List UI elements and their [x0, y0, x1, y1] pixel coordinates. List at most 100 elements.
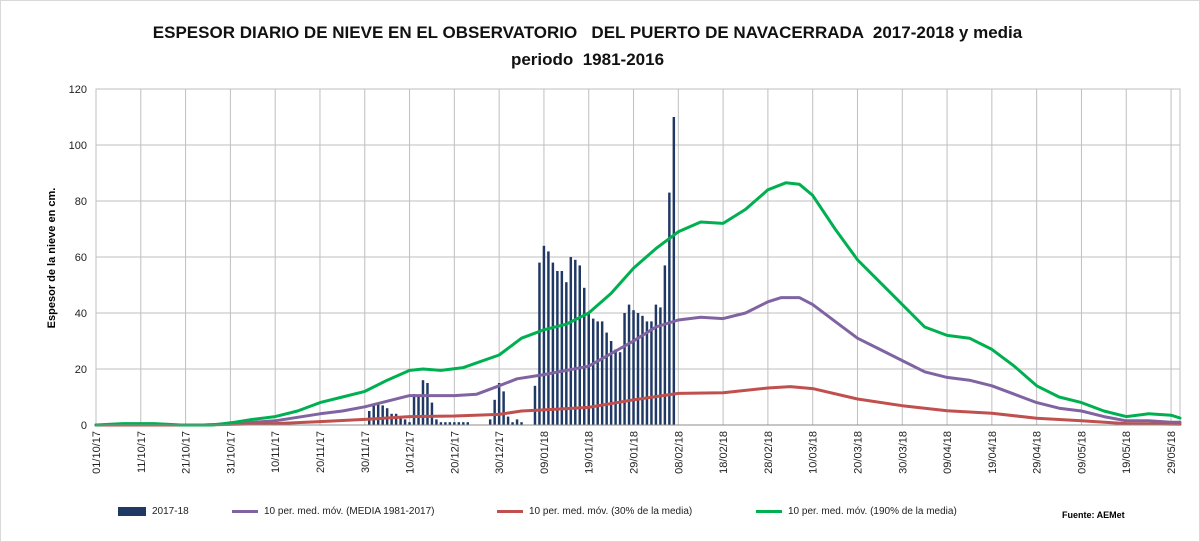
bar-2017-18 [520, 422, 523, 425]
bar-2017-18 [394, 413, 398, 425]
bar-2017-18 [466, 422, 470, 425]
bar-2017-18 [493, 399, 496, 425]
bar-2017-18 [591, 318, 595, 425]
bar-2017-18 [547, 251, 550, 425]
x-tick-label: 19/05/18 [1121, 431, 1133, 474]
x-tick-label: 29/04/18 [1032, 431, 1044, 474]
bar-2017-18 [569, 257, 573, 425]
bar-2017-18 [488, 419, 492, 425]
x-tick-label: 30/11/17 [360, 431, 372, 473]
x-tick-label: 01/10/17 [91, 431, 103, 474]
source-note: Fuente: AEMet [1062, 510, 1125, 520]
bar-2017-18 [435, 419, 438, 425]
line-media-1981-2017 [94, 296, 1182, 427]
bar-2017-18 [627, 304, 631, 425]
x-tick-label: 20/03/18 [852, 431, 864, 474]
bar-2017-18 [376, 402, 380, 425]
bar-2017-18 [636, 313, 640, 425]
bar-2017-18 [506, 416, 510, 425]
x-tick-label: 31/10/17 [225, 431, 237, 474]
y-tick-label: 80 [75, 196, 87, 208]
legend-item-30pct: 10 per. med. móv. (30% de la media) [497, 506, 692, 517]
bar-2017-18 [668, 192, 671, 425]
bar-2017-18 [623, 313, 626, 425]
bar-2017-18 [650, 321, 653, 425]
bar-2017-18 [556, 271, 559, 425]
bar-2017-18 [565, 282, 568, 425]
bar-2017-18 [654, 304, 658, 425]
line-30pct-media [94, 385, 1182, 427]
bar-2017-18 [578, 265, 582, 425]
legend-label-bars: 2017-18 [152, 506, 189, 517]
legend-swatch-30pct [497, 510, 523, 513]
bar-2017-18 [542, 245, 546, 425]
x-tick-label: 29/01/18 [629, 431, 641, 474]
x-tick-label: 09/01/18 [539, 431, 551, 474]
y-tick-label: 40 [75, 308, 87, 320]
x-tick-label: 29/05/18 [1166, 431, 1178, 474]
legend-swatch-190pct [756, 510, 782, 513]
bar-2017-18 [412, 394, 416, 425]
y-tick-label: 0 [81, 420, 87, 432]
x-tick-label: 08/02/18 [673, 431, 685, 474]
bar-2017-18 [596, 321, 599, 425]
legend-label-media: 10 per. med. móv. (MEDIA 1981-2017) [264, 506, 435, 517]
bar-2017-18 [659, 307, 662, 425]
bar-2017-18 [444, 422, 447, 425]
bar-2017-18 [663, 265, 667, 425]
bar-2017-18 [502, 391, 505, 425]
legend-item-media: 10 per. med. móv. (MEDIA 1981-2017) [232, 506, 434, 517]
bar-2017-18 [538, 262, 541, 425]
bar-2017-18 [574, 259, 577, 425]
x-tick-label: 20/11/17 [315, 431, 327, 473]
x-tick-label: 30/12/17 [494, 431, 506, 474]
bar-2017-18 [641, 315, 644, 425]
legend-item-190pct: 10 per. med. móv. (190% de la media) [756, 506, 957, 517]
bar-2017-18 [614, 349, 617, 425]
legend-swatch-bars [118, 507, 146, 516]
bar-2017-18 [403, 419, 407, 425]
bar-2017-18 [645, 321, 649, 425]
bar-2017-18 [605, 332, 608, 425]
bar-2017-18 [453, 422, 456, 425]
bar-2017-18 [439, 422, 443, 425]
bar-2017-18 [533, 385, 537, 425]
x-tick-label: 09/05/18 [1076, 431, 1088, 474]
bar-2017-18 [426, 383, 429, 425]
bar-2017-18 [457, 422, 461, 425]
y-tick-label: 60 [75, 252, 87, 264]
x-tick-label: 11/10/17 [136, 431, 148, 473]
bar-2017-18 [497, 383, 501, 425]
bar-2017-18 [448, 422, 452, 425]
bar-2017-18 [421, 380, 425, 425]
x-tick-label: 09/04/18 [942, 431, 954, 474]
bar-2017-18 [632, 310, 635, 425]
bar-2017-18 [408, 422, 411, 425]
x-tick-label: 10/12/17 [405, 431, 417, 474]
bar-2017-18 [381, 405, 384, 425]
chart-subtitle: periodo 1981-2016 [510, 50, 665, 69]
bar-2017-18 [600, 321, 604, 425]
x-tick-label: 19/04/18 [987, 431, 999, 474]
x-tick-label: 10/11/17 [270, 431, 282, 473]
x-tick-label: 10/03/18 [808, 431, 820, 474]
bar-2017-18 [672, 117, 676, 425]
bar-2017-18 [560, 271, 564, 425]
bar-2017-18 [515, 419, 519, 425]
bar-2017-18 [551, 262, 555, 425]
bar-2017-18 [417, 397, 420, 425]
bar-2017-18 [399, 416, 402, 425]
bar-2017-18 [618, 352, 622, 425]
bar-2017-18 [372, 405, 375, 425]
legend-label-190pct: 10 per. med. móv. (190% de la media) [788, 506, 957, 517]
bar-2017-18 [462, 422, 465, 425]
legend-item-bars: 2017-18 [118, 506, 189, 517]
legend-swatch-media [232, 510, 258, 513]
bar-2017-18 [587, 313, 590, 425]
bar-2017-18 [609, 341, 613, 425]
bar-2017-18 [511, 422, 514, 425]
bar-2017-18 [583, 287, 586, 425]
chart-title: ESPESOR DIARIO DE NIEVE EN EL OBSERVATOR… [152, 23, 1023, 42]
x-tick-label: 21/10/17 [181, 431, 193, 474]
